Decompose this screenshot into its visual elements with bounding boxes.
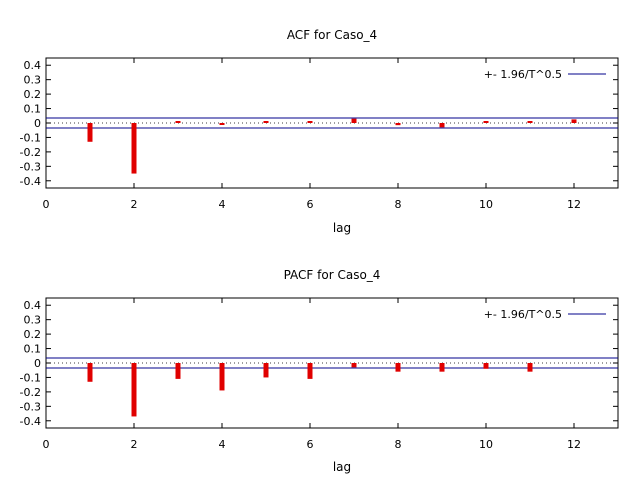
pacf-bar-lag-4 — [219, 363, 225, 391]
acf-bar-lag-2 — [131, 123, 137, 174]
acf-legend-label: +- 1.96/T^0.5 — [484, 68, 562, 81]
pacf-y-tick-label: -0.3 — [20, 400, 41, 413]
acf-y-tick-label: 0.1 — [24, 103, 42, 116]
pacf-y-tick-label: 0.2 — [24, 328, 42, 341]
pacf-bar-lag-2 — [131, 363, 137, 417]
acf-y-tick-label: 0.4 — [24, 59, 42, 72]
acf-y-tick-label: -0.1 — [20, 131, 41, 144]
pacf-x-tick-label: 6 — [307, 438, 314, 451]
pacf-bar-lag-11 — [527, 363, 533, 372]
acf-x-axis-label: lag — [333, 221, 351, 235]
acf-x-tick-label: 6 — [307, 198, 314, 211]
pacf-bar-lag-7 — [351, 363, 357, 368]
pacf-title: PACF for Caso_4 — [284, 268, 381, 282]
pacf-y-tick-label: -0.2 — [20, 386, 41, 399]
acf-y-tick-label: -0.4 — [20, 175, 41, 188]
acf-x-tick-label: 10 — [479, 198, 493, 211]
acf-y-tick-label: -0.2 — [20, 146, 41, 159]
acf-bar-lag-9 — [439, 123, 445, 128]
pacf-x-tick-label: 8 — [395, 438, 402, 451]
acf-bar-lag-11 — [527, 121, 533, 123]
pacf-y-tick-label: -0.4 — [20, 415, 41, 428]
pacf-bar-lag-6 — [307, 363, 313, 379]
acf-bar-lag-1 — [87, 123, 93, 142]
pacf-x-tick-label: 4 — [219, 438, 226, 451]
acf-y-tick-label: 0 — [34, 117, 41, 130]
acf-bar-lag-6 — [307, 121, 313, 123]
acf-bar-lag-5 — [263, 121, 269, 123]
pacf-y-tick-label: -0.1 — [20, 371, 41, 384]
pacf-y-tick-label: 0.4 — [24, 299, 42, 312]
acf-bar-lag-10 — [483, 121, 489, 123]
acf-panel: ACF for Caso_40.40.30.20.10-0.1-0.2-0.3-… — [20, 28, 619, 235]
pacf-y-tick-label: 0.3 — [24, 314, 42, 327]
acf-x-tick-label: 2 — [131, 198, 138, 211]
pacf-bar-lag-9 — [439, 363, 445, 372]
pacf-bar-lag-1 — [87, 363, 93, 382]
pacf-x-tick-label: 12 — [567, 438, 581, 451]
pacf-x-tick-label: 0 — [43, 438, 50, 451]
pacf-x-tick-label: 2 — [131, 438, 138, 451]
acf-x-tick-label: 12 — [567, 198, 581, 211]
pacf-bar-lag-8 — [395, 363, 401, 372]
acf-bar-lag-8 — [395, 123, 401, 126]
acf-y-tick-label: -0.3 — [20, 160, 41, 173]
acf-y-tick-label: 0.2 — [24, 88, 42, 101]
pacf-bar-lag-10 — [483, 363, 489, 369]
pacf-panel: PACF for Caso_40.40.30.20.10-0.1-0.2-0.3… — [20, 268, 619, 474]
acf-title: ACF for Caso_4 — [287, 28, 377, 42]
acf-bar-lag-7 — [351, 118, 357, 123]
pacf-legend-label: +- 1.96/T^0.5 — [484, 308, 562, 321]
acf-x-tick-label: 0 — [43, 198, 50, 211]
pacf-x-tick-label: 10 — [479, 438, 493, 451]
acf-x-tick-label: 8 — [395, 198, 402, 211]
acf-bar-lag-12 — [571, 119, 577, 123]
pacf-y-tick-label: 0 — [34, 357, 41, 370]
pacf-bar-lag-5 — [263, 363, 269, 378]
acf-bar-lag-4 — [219, 123, 225, 125]
acf-bar-lag-3 — [175, 121, 181, 123]
pacf-x-axis-label: lag — [333, 460, 351, 474]
acf-y-tick-label: 0.3 — [24, 74, 42, 87]
pacf-y-tick-label: 0.1 — [24, 343, 42, 356]
pacf-bar-lag-3 — [175, 363, 181, 379]
acf-x-tick-label: 4 — [219, 198, 226, 211]
